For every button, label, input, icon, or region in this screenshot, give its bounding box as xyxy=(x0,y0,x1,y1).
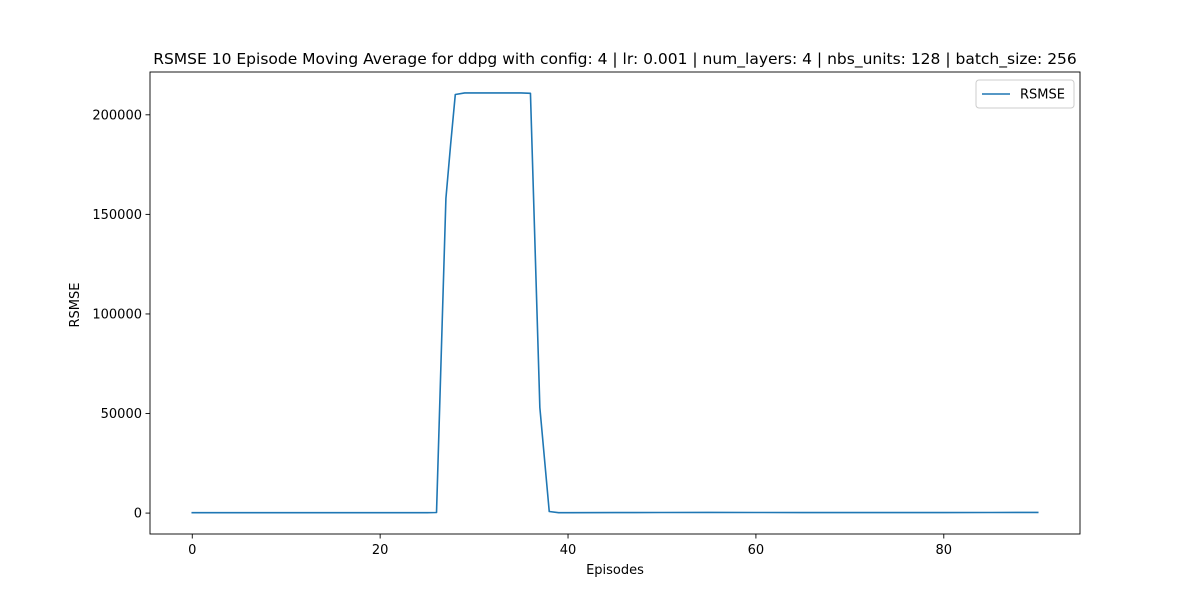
y-tick-label: 200000 xyxy=(92,108,142,123)
y-axis-label: RSMSE xyxy=(68,283,83,328)
x-axis-label: Episodes xyxy=(586,563,644,578)
x-tick-label: 40 xyxy=(560,543,577,558)
legend-label: RSMSE xyxy=(1020,88,1065,103)
y-tick-label: 150000 xyxy=(92,208,142,223)
plot-area: 0 20 40 60 80 0 50000 100000 150000 200000 xyxy=(92,71,1081,558)
y-tick-label: 50000 xyxy=(101,407,142,422)
x-tick-label: 20 xyxy=(372,543,389,558)
plot-frame xyxy=(149,71,1081,535)
x-tick-label: 0 xyxy=(188,543,196,558)
legend-box xyxy=(975,79,1075,109)
x-tick-label: 60 xyxy=(748,543,765,558)
x-tick-label: 80 xyxy=(936,543,953,558)
y-tick-label: 0 xyxy=(134,507,142,522)
chart-title: RSMSE 10 Episode Moving Average for ddpg… xyxy=(153,50,1077,69)
y-tick-label: 100000 xyxy=(92,307,142,322)
legend: RSMSE xyxy=(975,79,1075,109)
series-line-rsmse xyxy=(191,92,1039,514)
